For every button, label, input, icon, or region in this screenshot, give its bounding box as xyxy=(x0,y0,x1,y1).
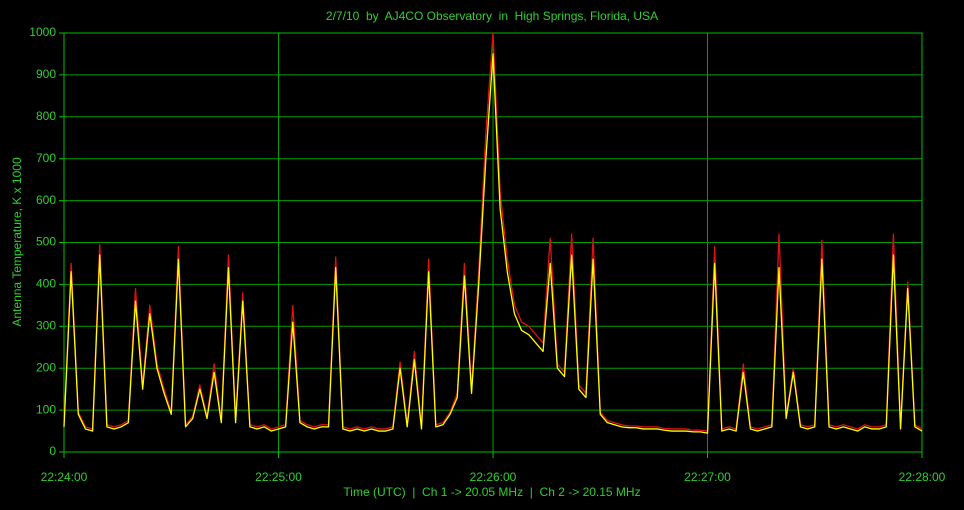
y-tick-label: 900 xyxy=(36,67,56,81)
x-axis-label: Time (UTC) | Ch 1 -> 20.05 MHz | Ch 2 ->… xyxy=(343,485,640,499)
y-axis-label: Antenna Temperature, K x 1000 xyxy=(10,157,24,327)
x-tick-label: 22:25:00 xyxy=(255,470,302,484)
series-line xyxy=(63,53,923,434)
y-tick-label: 300 xyxy=(36,318,56,332)
y-tick-label: 1000 xyxy=(29,25,56,39)
x-tick-label: 22:24:00 xyxy=(41,470,88,484)
y-tick-label: 800 xyxy=(36,109,56,123)
y-tick-label: 0 xyxy=(49,444,56,458)
y-tick-label: 600 xyxy=(36,193,56,207)
y-tick-label: 700 xyxy=(36,151,56,165)
x-tick-label: 22:27:00 xyxy=(684,470,731,484)
x-tick-label: 22:28:00 xyxy=(899,470,946,484)
y-tick-label: 100 xyxy=(36,402,56,416)
chart-title: 2/7/10 by AJ4CO Observatory in High Spri… xyxy=(326,9,658,23)
y-tick-label: 200 xyxy=(36,360,56,374)
y-tick-label: 500 xyxy=(36,235,56,249)
x-tick-label: 22:26:00 xyxy=(470,470,517,484)
y-tick-label: 400 xyxy=(36,277,56,291)
